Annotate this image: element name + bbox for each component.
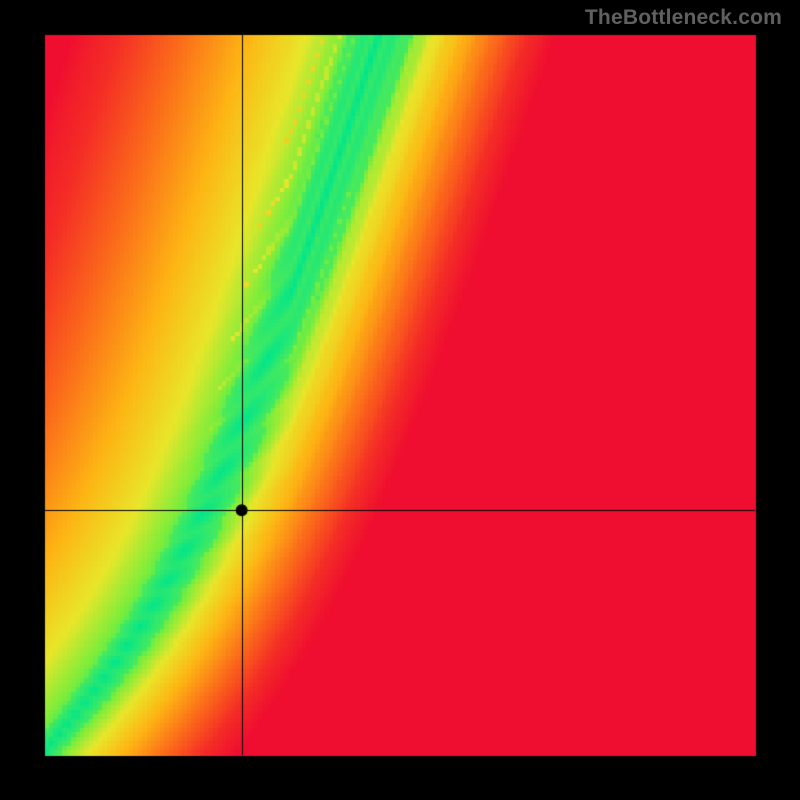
bottleneck-heatmap xyxy=(0,0,800,800)
watermark-text: TheBottleneck.com xyxy=(585,6,782,30)
